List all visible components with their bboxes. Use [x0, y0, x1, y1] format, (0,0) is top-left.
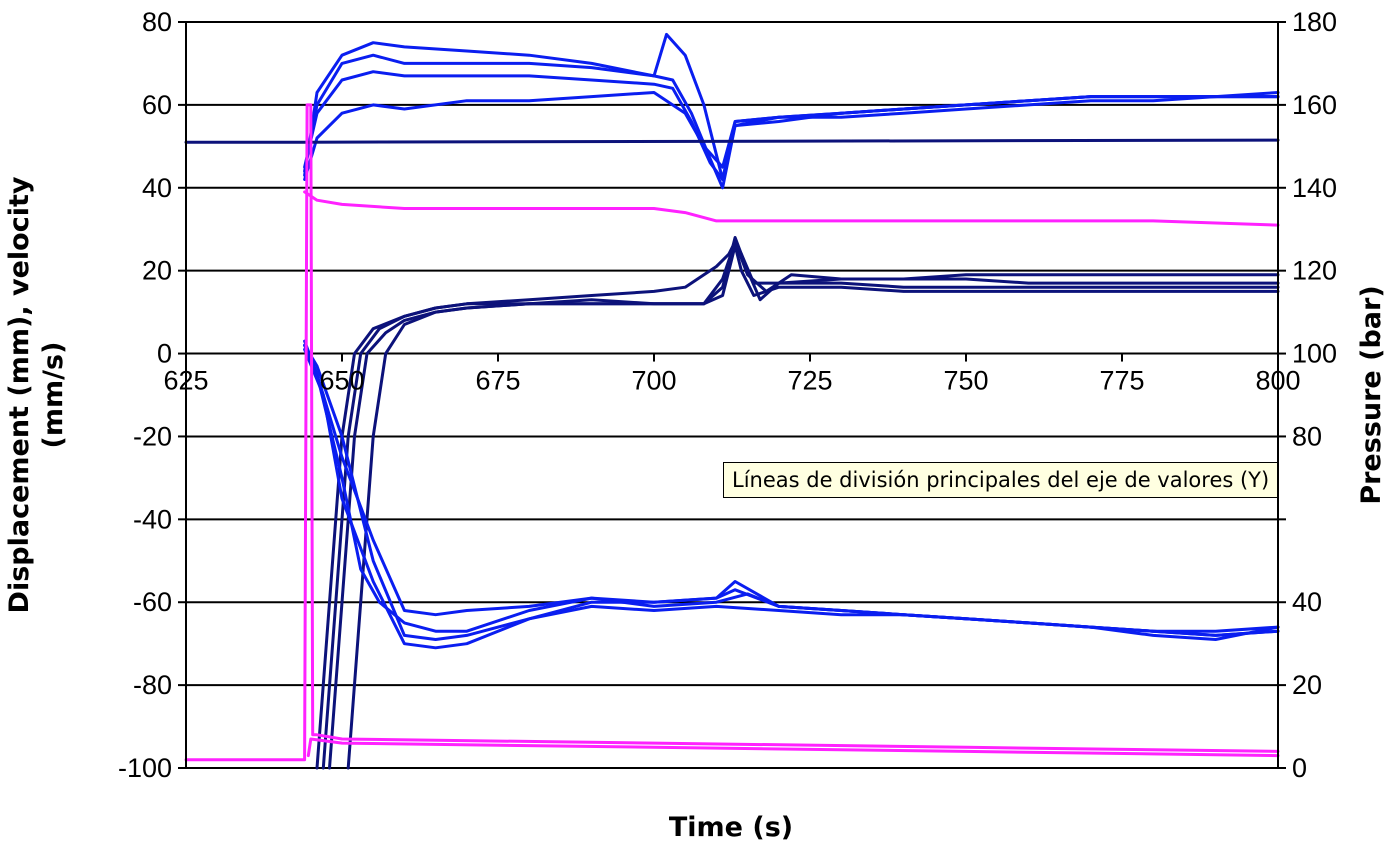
- x-tick-label: 775: [1099, 366, 1144, 396]
- series-line-1: [303, 32, 1280, 181]
- series-line-15: [184, 103, 1280, 762]
- series-line-14: [303, 347, 1280, 650]
- y2-tick-label: 80: [1292, 421, 1322, 451]
- y2-tick-label: 120: [1292, 256, 1337, 286]
- y-tick-label: 20: [142, 256, 172, 286]
- y2-tick-label: 40: [1292, 587, 1322, 617]
- y2-tick-label: 180: [1292, 7, 1337, 37]
- gridline-tooltip: Líneas de división principales del eje d…: [723, 462, 1279, 498]
- y-tick-label: -20: [133, 421, 172, 451]
- series-group: [184, 32, 1280, 770]
- tick-labels: -100-80-60-40-20020406080020408010012014…: [118, 7, 1337, 783]
- axes: [178, 21, 1286, 769]
- x-tick-label: 675: [475, 366, 520, 396]
- series-line-10: [346, 240, 1280, 770]
- series-line-9: [328, 236, 1280, 770]
- y-tick-label: 60: [142, 90, 172, 120]
- y-axis-title: Displacement (mm), velocity (mm/s): [4, 176, 69, 613]
- series-line-5: [184, 138, 1280, 144]
- y2-axis-title: Pressure (bar): [1356, 285, 1387, 504]
- x-tick-label: 650: [319, 366, 364, 396]
- y2-tick-label: 0: [1292, 753, 1307, 783]
- y-tick-label: -60: [133, 587, 172, 617]
- y-axis-title-line: (mm/s): [38, 342, 69, 449]
- y-axis-title-line: Displacement (mm), velocity: [4, 176, 35, 613]
- x-tick-label: 750: [943, 366, 988, 396]
- series-line-7: [315, 240, 1280, 770]
- x-tick-label: 625: [163, 366, 208, 396]
- series-line-4: [303, 91, 1280, 181]
- y2-tick-label: 140: [1292, 173, 1337, 203]
- x-tick-label: 700: [631, 366, 676, 396]
- series-line-2: [303, 53, 1280, 190]
- x-tick-label: 725: [787, 366, 832, 396]
- series-line-8: [321, 244, 1280, 770]
- y2-tick-label: 100: [1292, 339, 1337, 369]
- y2-tick-label: 160: [1292, 90, 1337, 120]
- x-tick-label: 800: [1255, 366, 1300, 396]
- x-axis-title: Time (s): [669, 812, 793, 843]
- y-tick-label: 0: [157, 339, 172, 369]
- y2-tick-label: 20: [1292, 670, 1322, 700]
- series-line-16: [306, 737, 1280, 758]
- y-tick-label: 80: [142, 7, 172, 37]
- y-tick-label: -80: [133, 670, 172, 700]
- series-line-6: [303, 190, 1280, 227]
- y-tick-label: -40: [133, 504, 172, 534]
- series-line-3: [303, 70, 1280, 181]
- y-tick-label: 40: [142, 173, 172, 203]
- y-tick-label: -100: [118, 753, 172, 783]
